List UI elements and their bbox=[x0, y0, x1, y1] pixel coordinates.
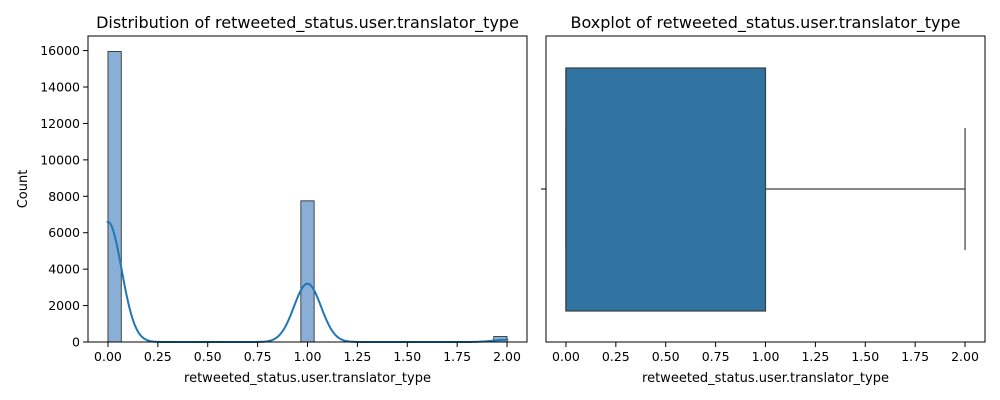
histogram-title: Distribution of retweeted_status.user.tr… bbox=[96, 13, 519, 33]
histogram-x-axis-label: retweeted_status.user.translator_type bbox=[184, 371, 431, 386]
histogram-bars bbox=[107, 51, 508, 343]
histogram-bar bbox=[107, 51, 122, 343]
boxplot-x-ticks: 0.00 0.25 0.50 0.75 1.00 1.25 1.50 1.75 2.00 bbox=[552, 342, 979, 364]
boxplot-x-tick-label: 0.00 bbox=[552, 349, 580, 364]
histogram-y-tick-label: 16000 bbox=[40, 43, 80, 58]
boxplot-title: Boxplot of retweeted_status.user.transla… bbox=[571, 13, 961, 33]
boxplot-x-tick-label: 1.00 bbox=[752, 349, 780, 364]
boxplot-x-tick-label: 0.75 bbox=[702, 349, 730, 364]
histogram-x-tick-label: 0.75 bbox=[244, 349, 272, 364]
histogram-panel: Distribution of retweeted_status.user.tr… bbox=[16, 13, 528, 386]
histogram-x-ticks: 0.00 0.25 0.50 0.75 1.00 1.25 1.50 1.75 2.00 bbox=[94, 342, 521, 364]
histogram-x-tick-label: 0.50 bbox=[194, 349, 222, 364]
histogram-y-tick-label: 12000 bbox=[40, 116, 80, 131]
histogram-y-tick-label: 2000 bbox=[48, 298, 80, 313]
histogram-x-tick-label: 1.25 bbox=[343, 349, 371, 364]
histogram-x-tick-label: 1.75 bbox=[443, 349, 471, 364]
boxplot-x-axis-label: retweeted_status.user.translator_type bbox=[642, 371, 889, 386]
boxplot-x-tick-label: 0.50 bbox=[652, 349, 680, 364]
histogram-y-tick-label: 0 bbox=[72, 335, 80, 350]
boxplot-x-tick-label: 0.25 bbox=[602, 349, 630, 364]
boxplot-shapes bbox=[565, 67, 966, 312]
histogram-x-tick-label: 0.25 bbox=[144, 349, 172, 364]
boxplot-box bbox=[565, 67, 767, 312]
boxplot-panel: Boxplot of retweeted_status.user.transla… bbox=[541, 13, 986, 386]
boxplot-x-tick-label: 2.00 bbox=[951, 349, 979, 364]
histogram-y-axis-label: Count bbox=[16, 170, 31, 209]
histogram-x-tick-label: 0.00 bbox=[94, 349, 122, 364]
histogram-y-tick-label: 14000 bbox=[40, 80, 80, 95]
boxplot-x-tick-label: 1.50 bbox=[851, 349, 879, 364]
histogram-x-tick-label: 1.50 bbox=[393, 349, 421, 364]
histogram-x-tick-label: 1.00 bbox=[294, 349, 322, 364]
histogram-y-tick-label: 8000 bbox=[48, 189, 80, 204]
histogram-y-tick-label: 4000 bbox=[48, 262, 80, 277]
boxplot-x-tick-label: 1.25 bbox=[801, 349, 829, 364]
histogram-y-tick-label: 6000 bbox=[48, 225, 80, 240]
histogram-bar bbox=[300, 200, 315, 343]
histogram-y-tick-label: 10000 bbox=[40, 152, 80, 167]
histogram-y-ticks: 0 2000 4000 6000 8000 10000 12000 14000 16000 bbox=[40, 43, 88, 350]
histogram-x-tick-label: 2.00 bbox=[493, 349, 521, 364]
boxplot-x-tick-label: 1.75 bbox=[901, 349, 929, 364]
